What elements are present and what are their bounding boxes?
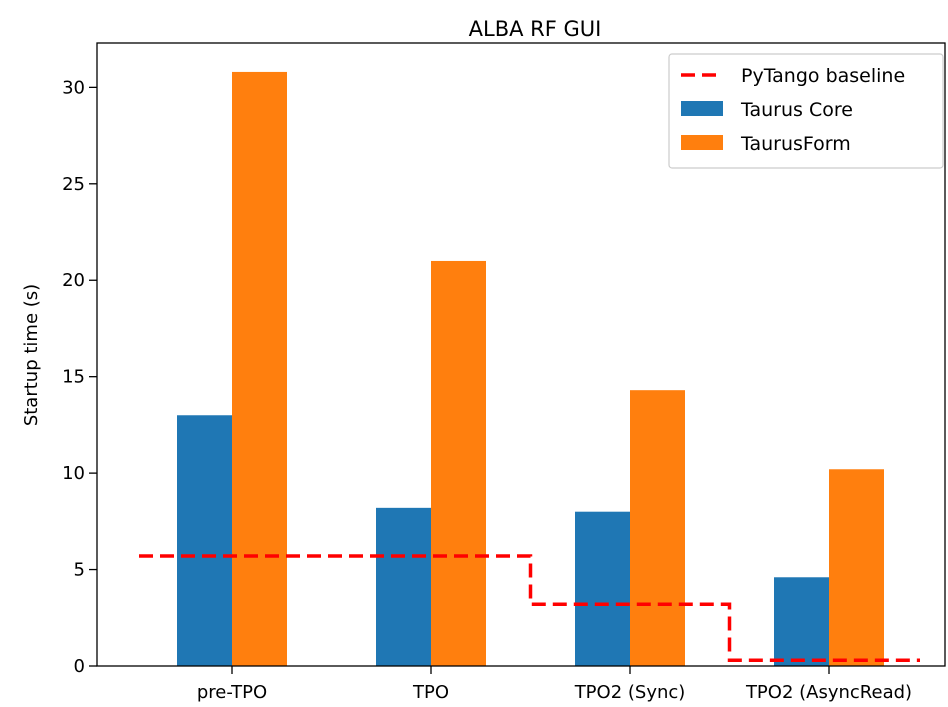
bar-taurus-core-1 [376, 507, 431, 666]
y-tick-label: 25 [62, 174, 85, 195]
bar-taurusform-3 [829, 469, 884, 666]
legend-entry-taurus-core-swatch [681, 101, 723, 116]
bars-group [177, 71, 884, 666]
bar-taurusform-0 [232, 71, 287, 666]
bar-taurusform-1 [431, 260, 486, 666]
bar-taurusform-2 [630, 390, 685, 666]
bar-taurus-core-2 [575, 511, 630, 666]
bar-taurus-core-0 [177, 415, 232, 666]
y-tick-label: 15 [62, 367, 85, 388]
x-axis: pre-TPO TPO TPO2 (Sync) TPO2 (AsyncRead) [197, 666, 912, 703]
y-tick-label: 20 [62, 270, 85, 291]
legend-entry-taurusform-label: TaurusForm [740, 133, 851, 155]
y-tick-label: 5 [74, 560, 85, 581]
legend-box [668, 53, 944, 169]
legend-entry-pytango-baseline-label: PyTango baseline [741, 65, 905, 87]
x-tick-label: TPO2 (Sync) [574, 682, 686, 703]
y-axis-title: Startup time (s) [21, 284, 42, 426]
baseline-group [139, 554, 920, 662]
y-tick-label: 10 [62, 463, 85, 484]
plot-frame [96, 42, 946, 667]
x-tick-label: TPO2 (AsyncRead) [745, 682, 912, 703]
x-tick-label: pre-TPO [197, 682, 267, 703]
y-axis: 0 5 10 15 20 25 30 [62, 77, 97, 677]
x-tick-label: TPO [412, 682, 449, 703]
y-tick-label: 0 [74, 656, 85, 677]
bar-taurus-core-3 [774, 577, 829, 666]
legend: PyTango baseline Taurus Core TaurusForm [668, 53, 944, 169]
chart-title: ALBA RF GUI [469, 17, 602, 41]
y-tick-label: 30 [62, 77, 85, 98]
legend-entry-taurus-core-label: Taurus Core [740, 99, 853, 121]
baseline-step-line [139, 554, 920, 662]
legend-entry-taurusform-swatch [681, 135, 723, 150]
